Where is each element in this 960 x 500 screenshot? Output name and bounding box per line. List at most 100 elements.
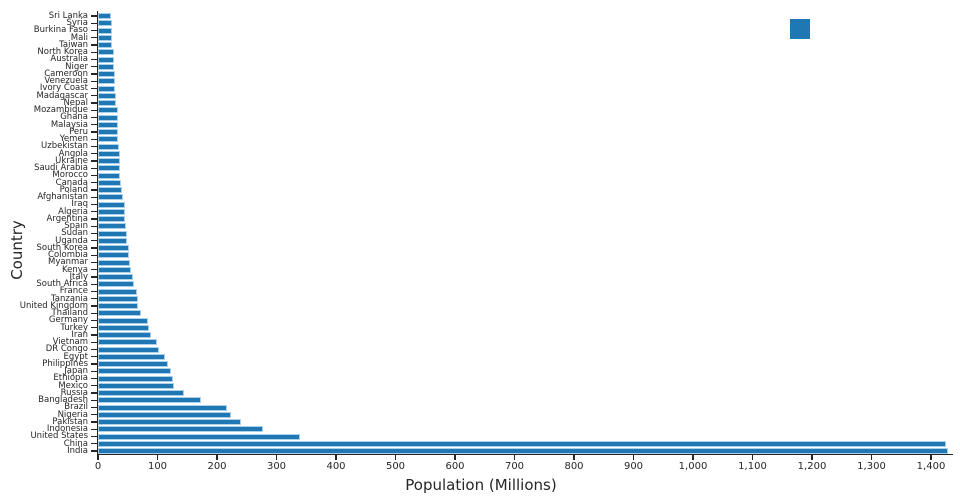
- y-tick-mark: [90, 211, 97, 213]
- bar: [98, 281, 134, 288]
- y-tick-mark: [90, 138, 97, 140]
- y-tick-mark: [90, 22, 97, 24]
- y-tick-mark: [90, 385, 97, 387]
- y-tick-label: Taiwan: [59, 39, 88, 50]
- bar: [98, 353, 166, 360]
- y-tick-label: Iran: [71, 329, 88, 340]
- y-tick-label: United Kingdom: [19, 300, 88, 311]
- y-tick-mark: [90, 58, 97, 61]
- bar: [98, 27, 112, 34]
- y-tick-label: Pakistan: [52, 416, 88, 427]
- bar: [98, 187, 123, 193]
- x-tick-label: 100: [147, 460, 168, 472]
- bar: [98, 310, 141, 317]
- y-tick-mark: [90, 189, 97, 191]
- y-tick-mark: [90, 392, 97, 394]
- bar: [98, 158, 120, 164]
- y-tick-mark: [90, 73, 97, 75]
- bar: [98, 216, 126, 222]
- y-tick-mark: [90, 153, 97, 155]
- y-tick-label: Mali: [70, 32, 88, 43]
- y-tick-mark: [90, 269, 97, 271]
- y-tick-label: Ivory Coast: [39, 83, 88, 94]
- y-tick-mark: [90, 305, 97, 307]
- y-tick-label: Colombia: [48, 250, 88, 260]
- bar: [98, 375, 174, 382]
- y-tick-label: South Africa: [36, 279, 88, 289]
- bar: [98, 426, 264, 433]
- y-tick-label: China: [63, 438, 88, 449]
- y-tick-mark: [90, 428, 97, 430]
- y-tick-mark: [90, 131, 97, 133]
- y-tick-mark: [90, 109, 97, 111]
- y-tick-label: Niger: [65, 61, 88, 72]
- y-tick-label: Italy: [69, 271, 88, 282]
- x-tick-label: 600: [445, 460, 465, 472]
- x-tick-mark: [870, 455, 873, 460]
- y-tick-mark: [90, 102, 97, 104]
- bar: [98, 397, 201, 404]
- x-tick-mark: [751, 455, 754, 460]
- bar: [98, 339, 157, 346]
- bar: [98, 129, 119, 135]
- y-tick-label: India: [67, 445, 88, 456]
- y-tick-mark: [90, 421, 97, 423]
- y-tick-label: Spain: [64, 221, 88, 231]
- x-tick-mark: [275, 455, 278, 460]
- bar: [98, 208, 126, 215]
- x-tick-label: 1,000: [678, 460, 708, 472]
- y-tick-mark: [90, 66, 97, 68]
- bar: [98, 136, 119, 143]
- x-tick-mark: [573, 455, 575, 460]
- y-tick-label: Australia: [50, 54, 88, 65]
- y-tick-label: Uganda: [55, 235, 88, 246]
- y-tick-mark: [90, 225, 97, 227]
- y-tick-label: Ghana: [60, 112, 88, 123]
- bar: [98, 288, 137, 295]
- y-tick-mark: [90, 312, 97, 314]
- x-tick-label: 500: [385, 460, 406, 472]
- y-tick-label: Kenya: [61, 264, 88, 275]
- y-tick-mark: [90, 414, 97, 416]
- y-tick-label: Uzbekistan: [41, 141, 88, 152]
- bar: [98, 448, 949, 454]
- y-tick-mark: [90, 218, 97, 220]
- bar: [98, 85, 116, 92]
- y-tick-label: Bangladesh: [38, 395, 88, 405]
- y-tick-label: Algeria: [58, 206, 88, 217]
- y-tick-label: Canada: [55, 177, 88, 188]
- bar: [98, 361, 168, 367]
- y-tick-mark: [90, 443, 97, 445]
- y-tick-mark: [90, 290, 97, 293]
- bar: [98, 266, 131, 273]
- x-tick-label: 900: [623, 460, 644, 472]
- x-tick-mark: [394, 455, 397, 460]
- y-tick-mark: [90, 399, 97, 401]
- y-tick-label: Indonesia: [46, 424, 88, 434]
- y-tick-label: Afghanistan: [37, 192, 88, 202]
- y-tick-label: Yemen: [59, 134, 88, 144]
- y-tick-mark: [90, 37, 97, 39]
- y-tick-label: Malaysia: [50, 119, 88, 130]
- y-tick-label: Turkey: [60, 322, 88, 333]
- y-tick-mark: [90, 124, 97, 126]
- x-tick-mark: [335, 455, 337, 460]
- bar: [98, 63, 115, 70]
- y-tick-mark: [90, 51, 97, 53]
- x-tick-label: 400: [326, 460, 346, 472]
- y-tick-label: DR Congo: [45, 344, 88, 355]
- bar: [98, 165, 120, 172]
- x-tick-label: 1,300: [857, 460, 886, 472]
- bar: [98, 382, 175, 389]
- bar: [98, 42, 113, 48]
- x-tick-mark: [216, 455, 218, 460]
- y-tick-label: Japan: [64, 366, 88, 376]
- y-axis-spine: [97, 11, 99, 454]
- y-tick-label: Syria: [66, 18, 89, 28]
- y-tick-label: Russia: [60, 387, 88, 398]
- x-tick-label: 200: [207, 460, 227, 472]
- legend-swatch: [790, 19, 810, 39]
- y-tick-label: Madagascar: [36, 90, 88, 101]
- y-tick-mark: [90, 232, 97, 235]
